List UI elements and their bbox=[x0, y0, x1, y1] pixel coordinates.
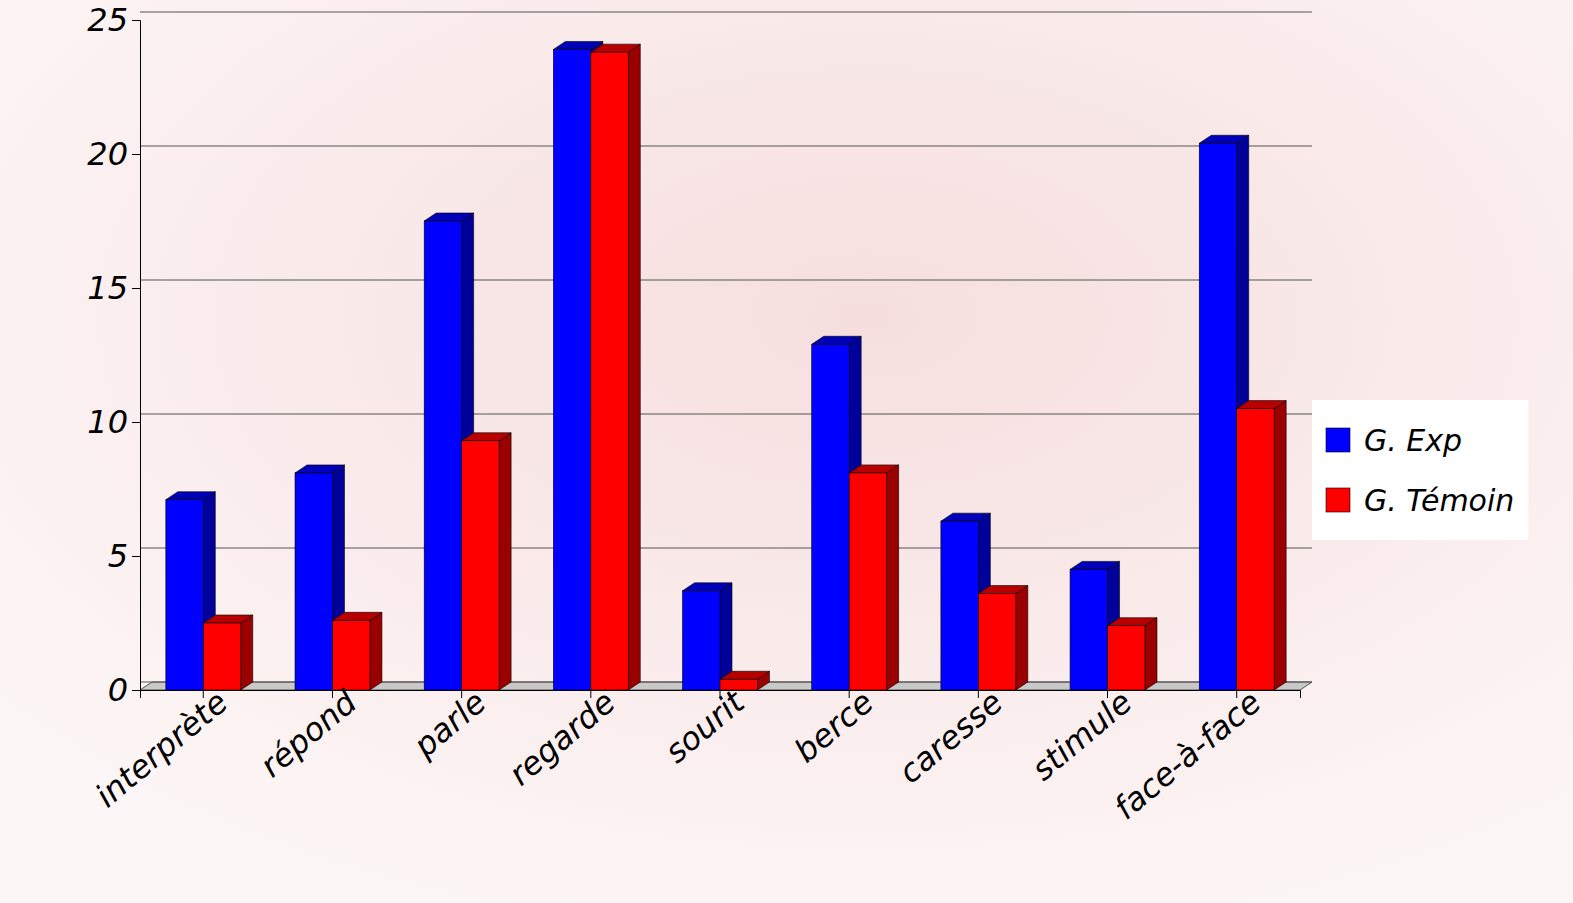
x-tick-label: caresse bbox=[891, 683, 1010, 791]
bar-side bbox=[1016, 586, 1028, 690]
bar bbox=[203, 623, 240, 690]
y-axis: 0 5 10 15 20 25 bbox=[87, 1, 140, 709]
y-tick: 5 bbox=[108, 537, 140, 575]
bar-top bbox=[683, 583, 732, 591]
bar-top bbox=[203, 615, 252, 623]
bar-side bbox=[370, 612, 382, 690]
bar bbox=[941, 521, 978, 690]
x-tick: stimule bbox=[1024, 683, 1139, 788]
bar-side bbox=[241, 615, 253, 690]
series-bars bbox=[203, 44, 1286, 690]
bar bbox=[591, 52, 628, 690]
x-tick: regarde bbox=[502, 683, 623, 793]
x-tick: sourit bbox=[657, 682, 752, 771]
y-tick: 15 bbox=[87, 269, 140, 307]
bar-top bbox=[553, 41, 602, 49]
bar bbox=[812, 344, 849, 690]
y-tick-label: 20 bbox=[87, 135, 128, 173]
x-tick-label: parle bbox=[405, 683, 493, 765]
y-tick: 20 bbox=[87, 135, 140, 173]
bar bbox=[1108, 626, 1145, 690]
grid-line bbox=[140, 280, 1312, 281]
bar-top bbox=[849, 465, 898, 473]
bar-top bbox=[978, 586, 1027, 594]
bar-top bbox=[1199, 135, 1248, 143]
y-tick-mark bbox=[132, 422, 140, 423]
legend: G. Exp G. Témoin bbox=[1312, 400, 1528, 540]
legend-label: G. Témoin bbox=[1364, 483, 1514, 518]
bar-side bbox=[499, 433, 511, 690]
y-tick-mark bbox=[132, 288, 140, 289]
x-tick: parle bbox=[405, 683, 493, 765]
x-tick: berce bbox=[787, 683, 881, 770]
bar-side bbox=[887, 465, 899, 690]
legend-box bbox=[1312, 400, 1528, 540]
x-tick-label: sourit bbox=[657, 682, 752, 771]
legend-swatch bbox=[1326, 428, 1350, 452]
y-tick-label: 15 bbox=[87, 269, 128, 307]
y-tick: 25 bbox=[87, 1, 140, 39]
x-tick-label: berce bbox=[787, 683, 881, 770]
x-tick-label: répond bbox=[253, 683, 365, 785]
y-tick-mark bbox=[132, 20, 140, 21]
y-axis-line bbox=[132, 21, 141, 691]
x-tick-label: stimule bbox=[1024, 683, 1139, 788]
x-tick-label: regarde bbox=[502, 683, 623, 793]
grid-line bbox=[140, 146, 1312, 147]
bar bbox=[462, 441, 499, 690]
y-tick-mark bbox=[132, 690, 140, 691]
bar-side bbox=[628, 44, 640, 690]
y-tick-label: 0 bbox=[108, 671, 128, 709]
bar-top bbox=[1108, 618, 1157, 626]
legend-swatch bbox=[1326, 488, 1350, 512]
y-tick-label: 25 bbox=[87, 1, 128, 39]
bar bbox=[332, 620, 369, 690]
grid-line bbox=[140, 414, 1312, 415]
bar-top bbox=[295, 465, 344, 473]
bar bbox=[1237, 409, 1274, 690]
x-tick: face-à-face bbox=[1107, 683, 1269, 827]
bar bbox=[295, 473, 332, 690]
bar-top bbox=[1237, 401, 1286, 409]
x-tick-label: interprète bbox=[88, 683, 235, 815]
bar-top bbox=[166, 492, 215, 500]
bar-top bbox=[1070, 561, 1119, 569]
bar-top bbox=[720, 671, 769, 679]
y-tick-mark bbox=[132, 556, 140, 557]
x-tick: interprète bbox=[88, 683, 235, 815]
x-axis: interprèterépond parleregarde sourit bercec… bbox=[88, 682, 1301, 827]
x-tick-label: face-à-face bbox=[1107, 683, 1269, 827]
bar-top bbox=[812, 336, 861, 344]
bar bbox=[553, 49, 590, 690]
bar-top bbox=[462, 433, 511, 441]
y-tick: 10 bbox=[87, 403, 140, 441]
legend-label: G. Exp bbox=[1364, 423, 1462, 458]
x-tick: caresse bbox=[891, 683, 1010, 791]
bar bbox=[683, 591, 720, 690]
bar-side bbox=[1274, 401, 1286, 690]
y-tick: 0 bbox=[108, 671, 140, 709]
y-tick-mark bbox=[132, 154, 140, 155]
bar-top bbox=[941, 513, 990, 521]
bar-side bbox=[1145, 618, 1157, 690]
y-tick-label: 5 bbox=[108, 537, 128, 575]
bar bbox=[1070, 569, 1107, 690]
y-tick-label: 10 bbox=[87, 403, 128, 441]
x-tick: répond bbox=[253, 683, 365, 785]
bar-top bbox=[424, 213, 473, 221]
series-bars bbox=[166, 41, 1249, 690]
bar bbox=[978, 594, 1015, 690]
grid-line bbox=[140, 12, 1312, 13]
background bbox=[0, 0, 1573, 903]
chart: 0 5 10 15 20 25 interprèterépond parleregarde so… bbox=[0, 0, 1573, 903]
bar-top bbox=[591, 44, 640, 52]
bar bbox=[166, 500, 203, 690]
bar-top bbox=[332, 612, 381, 620]
bar bbox=[849, 473, 886, 690]
bars bbox=[166, 41, 1286, 690]
bar bbox=[1199, 143, 1236, 690]
bar bbox=[424, 221, 461, 690]
